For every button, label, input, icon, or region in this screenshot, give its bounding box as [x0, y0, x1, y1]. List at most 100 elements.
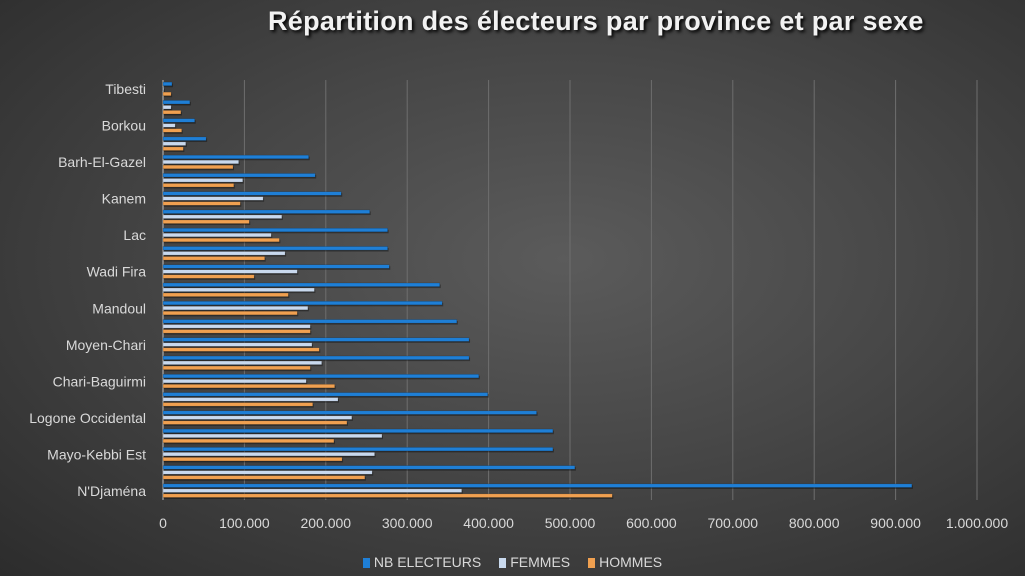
chart-title: Répartition des électeurs par province e… [268, 6, 924, 36]
bar-hommes [162, 347, 320, 352]
legend-label: HOMMES [599, 554, 663, 570]
legend-item: FEMMES [499, 554, 570, 570]
bar-femmes [162, 433, 383, 438]
bar-femmes [162, 159, 239, 165]
bar-nb-electeurs [162, 465, 576, 470]
bar-femmes [162, 86, 165, 91]
bar-nb-electeurs [162, 81, 173, 86]
category-label: Mandoul [92, 300, 146, 316]
category-label: Mayo-Kebbi Est [47, 446, 146, 462]
bar-femmes [162, 306, 309, 311]
category-label: Logone Occidental [29, 410, 146, 426]
bar-hommes [162, 274, 255, 279]
bar-femmes [162, 105, 172, 110]
bar-hommes [162, 237, 280, 243]
bar-femmes [162, 379, 307, 384]
bar-hommes [162, 201, 241, 206]
x-tick-label: 100.000 [219, 515, 270, 531]
bar-femmes [162, 452, 375, 457]
category-label: Tibesti [105, 81, 146, 97]
bar-hommes [162, 256, 265, 261]
legend: NB ELECTEURS FEMMES HOMMES [0, 554, 1025, 570]
bar-nb-electeurs [162, 118, 195, 123]
category-label: Borkou [102, 118, 146, 134]
bar-hommes [162, 402, 314, 407]
bar-hommes [162, 164, 234, 170]
category-label: Moyen-Chari [66, 337, 146, 353]
bar-femmes [162, 232, 272, 238]
bar-hommes [162, 183, 235, 188]
x-tick-label: 300.000 [382, 515, 433, 531]
bar-nb-electeurs [162, 410, 537, 415]
x-tick-label: 200.000 [300, 515, 351, 531]
bar-hommes [162, 420, 348, 425]
bar-femmes [162, 470, 373, 475]
bar-femmes [162, 251, 286, 256]
bar-nb-electeurs [162, 337, 470, 342]
bar-hommes [162, 438, 335, 443]
bar-nb-electeurs [162, 301, 443, 306]
bar-nb-electeurs [162, 447, 554, 452]
bar-hommes [162, 475, 366, 480]
bar-femmes [162, 196, 264, 201]
legend-swatch [362, 558, 370, 568]
x-tick-label: 0 [159, 515, 167, 531]
bar-nb-electeurs [162, 355, 470, 360]
x-tick-label: 900.000 [870, 515, 921, 531]
x-tick-label: 600.000 [626, 515, 677, 531]
x-tick-label: 500.000 [545, 515, 596, 531]
bar-femmes [162, 488, 462, 493]
bar-nb-electeurs [162, 173, 316, 178]
bar-nb-electeurs [162, 264, 390, 269]
legend-item: NB ELECTEURS [362, 554, 482, 570]
bar-nb-electeurs [162, 246, 388, 251]
bar-femmes [162, 287, 315, 292]
bar-hommes [162, 292, 289, 297]
bar-femmes [162, 360, 322, 365]
bar-hommes [162, 457, 343, 462]
bar-nb-electeurs [162, 319, 458, 324]
category-label: Wadi Fira [87, 264, 147, 280]
legend-label: NB ELECTEURS [373, 554, 482, 570]
bar-nb-electeurs [162, 227, 388, 233]
bar-hommes [162, 128, 182, 133]
bar-shadow [164, 88, 165, 93]
bar-femmes [162, 178, 244, 183]
bar-hommes [162, 493, 613, 498]
category-label: Barh-El-Gazel [58, 154, 146, 170]
bar-femmes [162, 141, 187, 146]
bar-femmes [162, 397, 339, 402]
bar-nb-electeurs [162, 374, 480, 379]
x-tick-label: 800.000 [789, 515, 840, 531]
bar-hommes [162, 384, 336, 389]
legend-label: FEMMES [510, 554, 571, 570]
bar-nb-electeurs [162, 483, 913, 488]
bar-hommes [162, 146, 184, 151]
bar-hommes [162, 365, 311, 370]
bar-femmes [162, 214, 283, 219]
bar-hommes [162, 311, 298, 316]
bar-nb-electeurs [162, 428, 554, 433]
bar-hommes [162, 110, 182, 115]
category-label: Kanem [102, 191, 146, 207]
bar-nb-electeurs [162, 191, 342, 196]
legend-swatch [499, 558, 507, 568]
bar-hommes [162, 329, 311, 334]
bar-nb-electeurs [162, 154, 309, 160]
bar-nb-electeurs [162, 100, 191, 105]
bar-nb-electeurs [162, 136, 207, 141]
legend-swatch [588, 558, 596, 568]
category-label: N'Djaména [77, 483, 146, 499]
bar-hommes [162, 91, 172, 96]
bar-femmes [162, 324, 311, 329]
bar-hommes [162, 219, 250, 224]
x-tick-label: 700.000 [707, 515, 758, 531]
bar-femmes [162, 415, 353, 420]
bar-femmes [162, 269, 298, 274]
bar-femmes [162, 342, 313, 347]
category-label: Chari-Baguirmi [53, 373, 146, 389]
category-label: Lac [123, 227, 146, 243]
bar-nb-electeurs [162, 392, 489, 397]
bar-nb-electeurs [162, 209, 371, 214]
